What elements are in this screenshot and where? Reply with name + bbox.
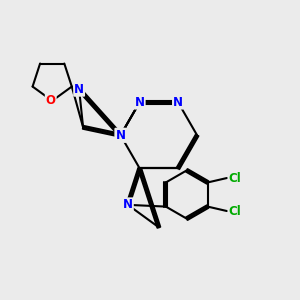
Text: N: N xyxy=(116,129,126,142)
Text: N: N xyxy=(74,83,84,96)
Text: N: N xyxy=(135,96,145,109)
Text: O: O xyxy=(46,94,56,107)
Text: N: N xyxy=(173,96,183,109)
Text: Cl: Cl xyxy=(229,205,242,218)
Text: N: N xyxy=(123,198,133,211)
Text: Cl: Cl xyxy=(229,172,242,184)
Text: N: N xyxy=(116,129,126,142)
